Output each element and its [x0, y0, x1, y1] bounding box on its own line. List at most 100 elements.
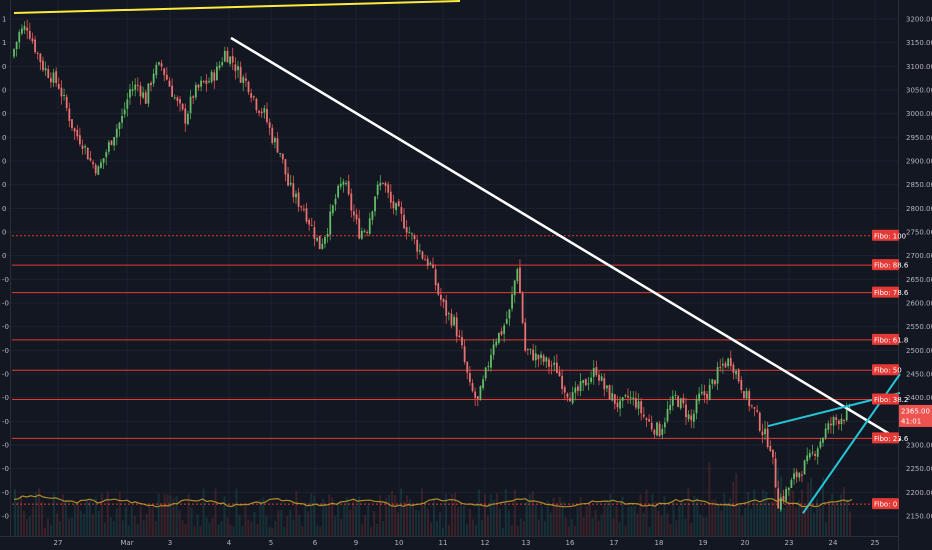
volume-bar [843, 487, 846, 536]
candle-body [300, 206, 303, 208]
volume-bar [693, 495, 696, 536]
volume-bar [307, 511, 310, 536]
candle-body [508, 309, 511, 319]
candle-body [437, 283, 440, 295]
candle-body [779, 497, 782, 510]
candle-body [131, 89, 134, 91]
candle-body [408, 232, 411, 234]
volume-bar [421, 488, 424, 536]
volume-bar [385, 498, 388, 536]
volume-bar [771, 501, 774, 536]
volume-bar [654, 501, 657, 536]
volume-bar [744, 507, 747, 536]
volume-bar [453, 492, 456, 536]
candle-body [553, 362, 556, 365]
volume-bar [178, 510, 181, 536]
volume-bar [501, 527, 504, 536]
volume-bar [265, 515, 268, 536]
candle-body [758, 412, 761, 431]
volume-bar [822, 477, 825, 536]
volume-bar [82, 513, 85, 536]
volume-bar [196, 514, 199, 536]
volume-bar [79, 510, 82, 536]
volume-bar [430, 522, 433, 536]
volume-bar [133, 515, 136, 536]
candle-body [237, 66, 239, 71]
volume-bar [495, 493, 498, 536]
time-tick-label: 16 [566, 539, 575, 547]
volume-bar [373, 511, 376, 536]
candle-body [263, 108, 266, 113]
volume-bar [274, 521, 277, 536]
candle-body [677, 396, 679, 407]
price-tick-label: 2850.00 [906, 181, 932, 189]
volume-bar [723, 493, 726, 536]
volume-bar [58, 521, 61, 536]
candle-body [310, 225, 313, 227]
candle-body [661, 428, 664, 435]
candle-body [118, 122, 121, 130]
volume-bar [681, 500, 684, 536]
candle-body [537, 354, 540, 360]
time-tick-label: 23 [785, 539, 794, 547]
candle-body [550, 365, 553, 367]
trendline [230, 36, 901, 442]
candle-body [397, 201, 400, 207]
volume-bar [801, 489, 804, 536]
fibo-tag-bg [872, 432, 899, 444]
x-axis-labels: 27 Mar 3 4 5 6 9 10 11 12 13 16 17 18 19 20 23 24 25 [54, 539, 880, 547]
volume-bar [540, 506, 543, 536]
oscillator-layer [13, 494, 853, 508]
volume-bar [645, 489, 648, 536]
volume-bar [828, 500, 831, 536]
candle-body [297, 192, 300, 207]
volume-bar [157, 493, 160, 536]
left-tick-label: 0 [2, 87, 6, 95]
volume-bar [94, 497, 97, 536]
volume-bar [433, 498, 435, 536]
candle-body [845, 409, 848, 421]
volume-bar [840, 494, 843, 536]
candle-body [806, 455, 809, 462]
candle-body [86, 147, 89, 160]
left-tick-label: 0 [2, 252, 6, 260]
volume-bar [687, 488, 690, 536]
candle-body [36, 52, 39, 54]
candle-body [750, 405, 753, 407]
fibo-tag-bg [872, 229, 899, 241]
candle-body [268, 122, 271, 128]
time-tick-label: 19 [699, 539, 708, 547]
volume-bar [37, 488, 40, 536]
volume-bar [202, 488, 205, 536]
candle-body [176, 97, 179, 101]
candle-body [218, 65, 221, 68]
candle-body [587, 383, 590, 385]
volume-bar [181, 520, 184, 536]
left-tick-label: -0 [2, 371, 9, 379]
candle-body [579, 381, 582, 392]
candle-body [187, 113, 189, 125]
volume-bar [612, 518, 615, 536]
candle-body [92, 162, 94, 165]
candle-body [756, 410, 759, 412]
price-tick-label: 2600.00 [906, 300, 932, 308]
price-tick-label: 2800.00 [906, 205, 932, 213]
volume-bar [109, 516, 112, 536]
candle-body [824, 428, 827, 438]
candle-body [47, 69, 50, 78]
candle-body [160, 63, 163, 67]
volume-bar [319, 526, 322, 536]
candle-body [832, 416, 835, 426]
volume-bar [786, 501, 789, 536]
price-tick-label: 3050.00 [906, 87, 932, 95]
candle-body [540, 354, 542, 358]
candle-body [171, 85, 174, 97]
candle-body [692, 413, 695, 422]
candle-body [179, 99, 181, 104]
candle-body [258, 110, 260, 113]
volume-bar [424, 501, 427, 536]
candle-body [44, 68, 47, 71]
left-tick-label: 0 [2, 63, 6, 71]
candle-body [144, 92, 147, 104]
